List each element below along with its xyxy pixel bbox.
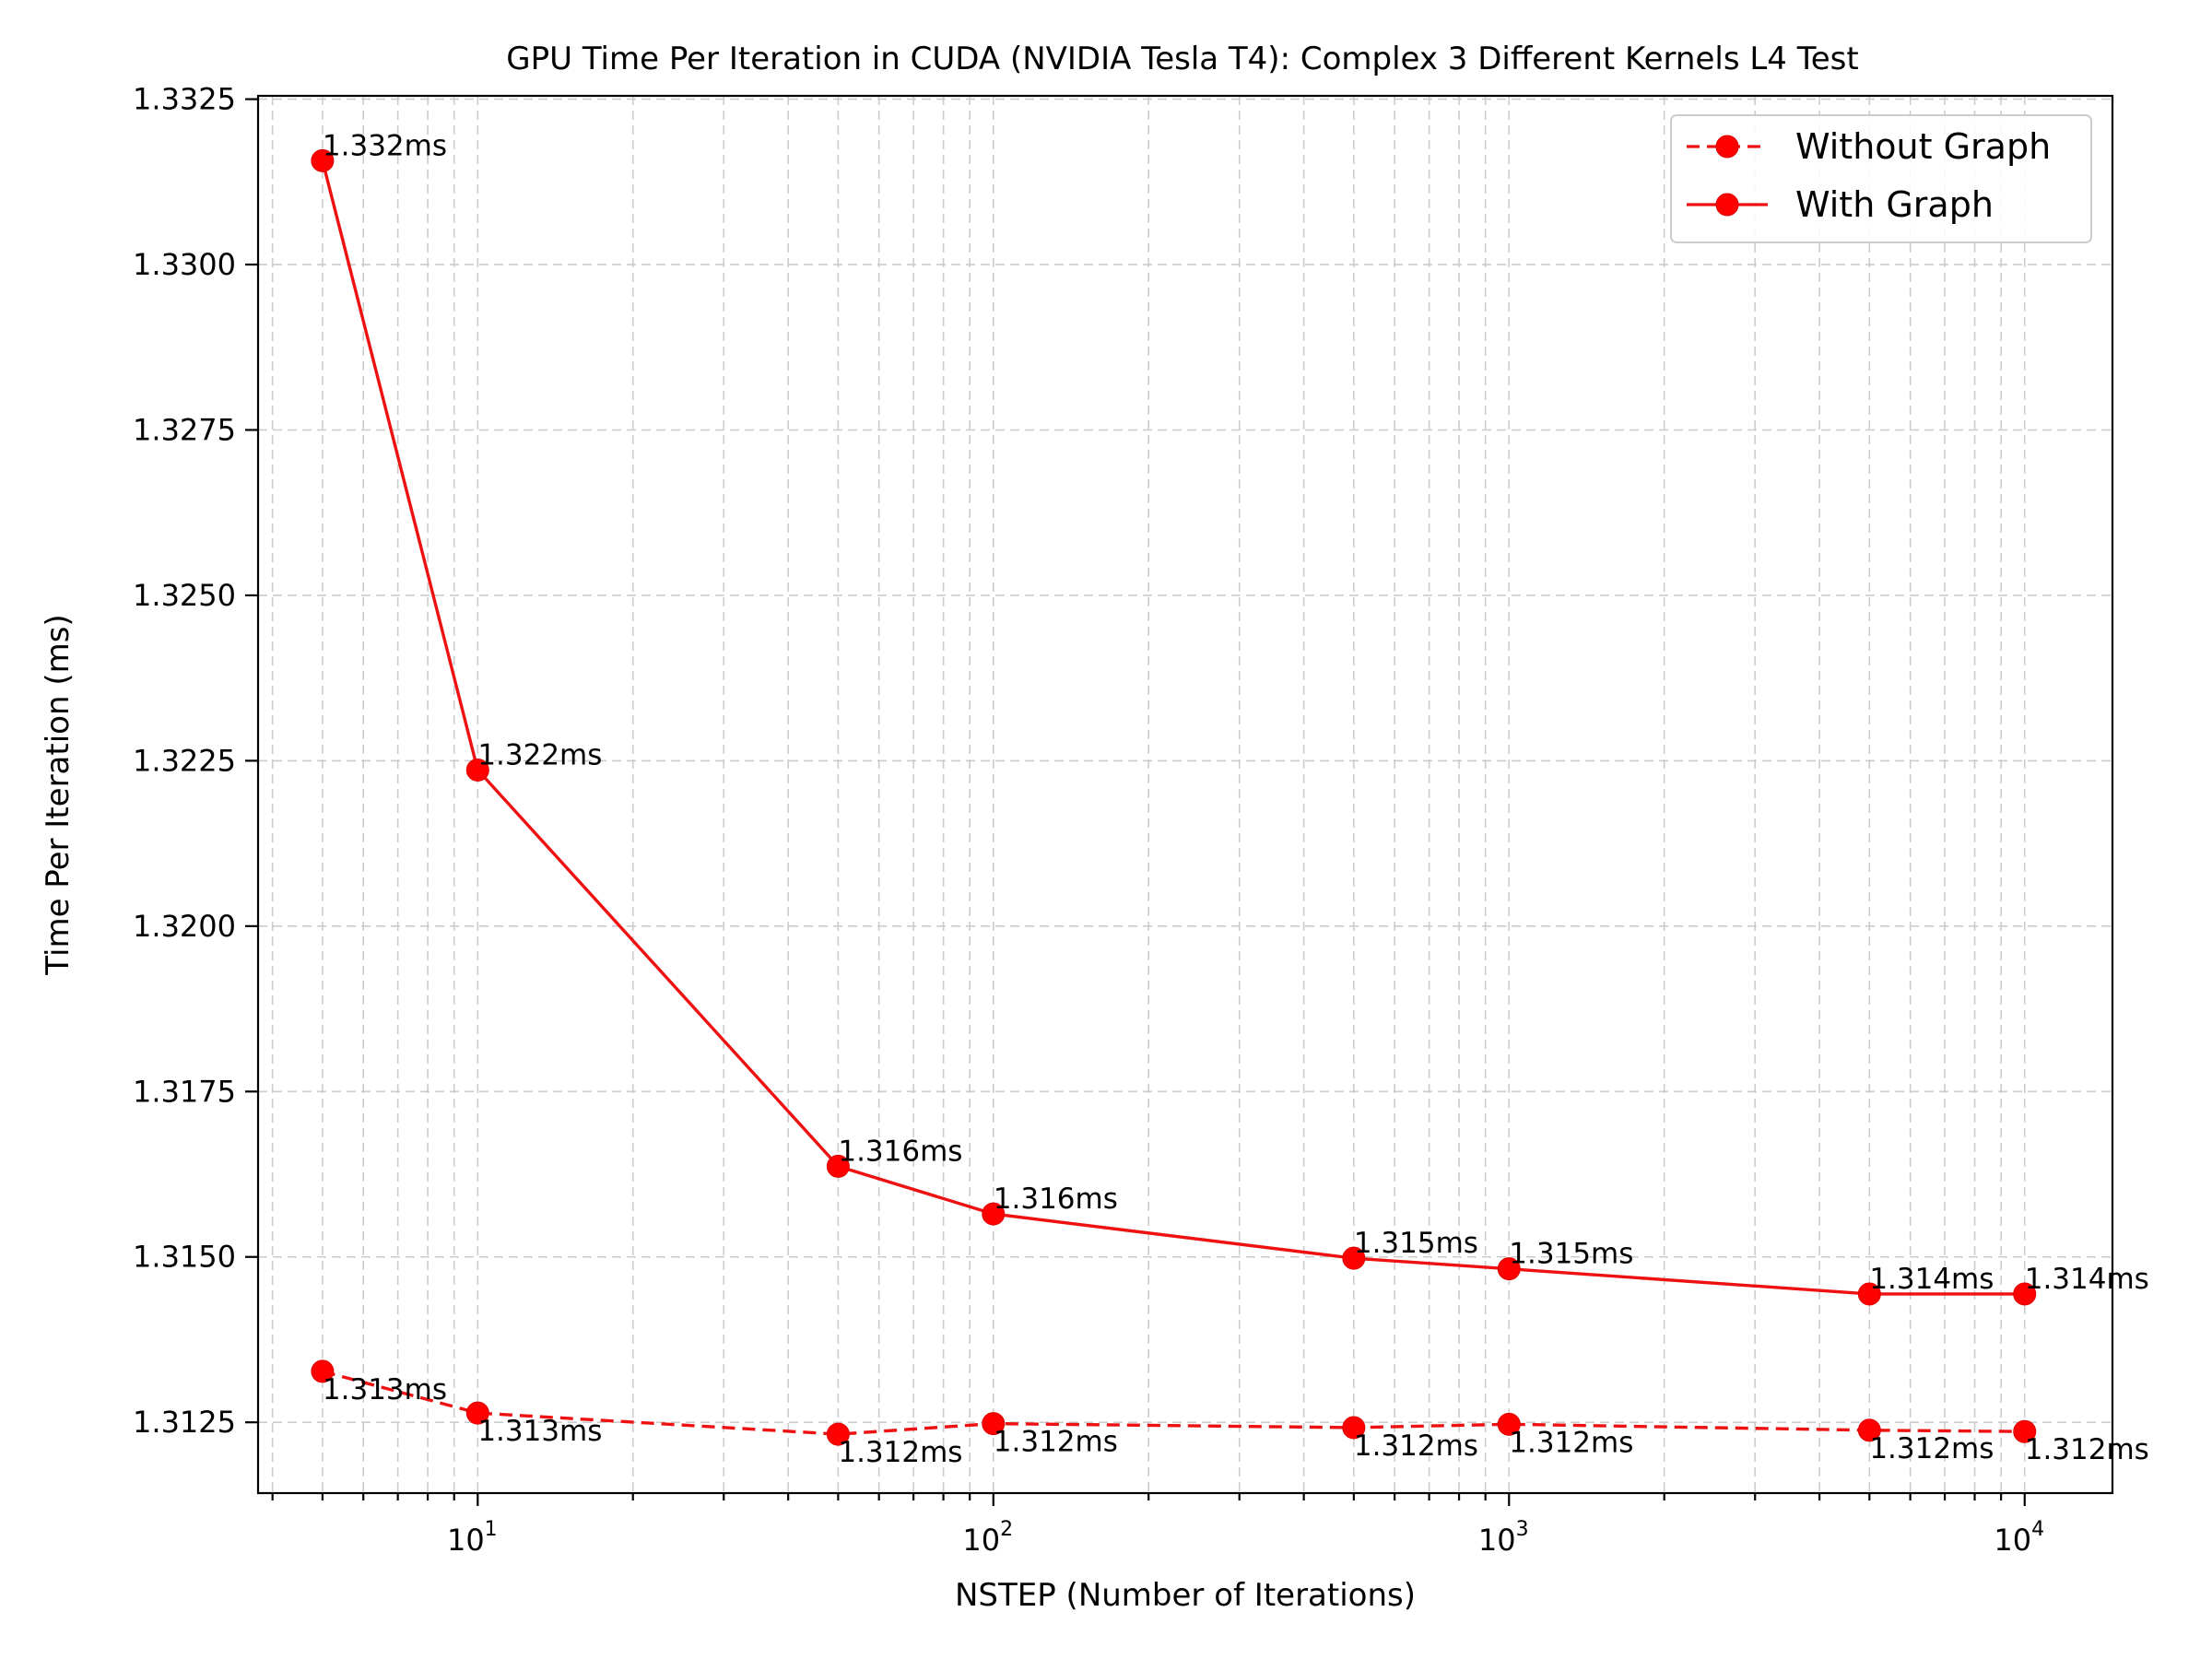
data-label-with-graph: 1.315ms [1509,1238,1633,1271]
data-label-with-graph: 1.314ms [2025,1263,2149,1296]
data-label-without-graph: 1.312ms [838,1436,962,1469]
data-label-with-graph: 1.316ms [994,1182,1118,1216]
data-label-without-graph: 1.312ms [2025,1433,2149,1466]
data-label-without-graph: 1.312ms [1354,1430,1478,1463]
data-point-without-graph [982,1412,1006,1436]
data-label-with-graph: 1.314ms [1869,1263,1994,1296]
data-point-without-graph [1342,1416,1366,1440]
x-tick-label: 101 [447,1518,498,1558]
series-lines [321,159,2025,1436]
y-tick-label: 1.3325 [133,82,236,117]
legend-marker-with-graph [1715,193,1739,217]
series-line-without-graph [322,1370,2025,1436]
data-point-without-graph [2013,1419,2037,1443]
data-point-with-graph [1497,1257,1521,1281]
data-label-without-graph: 1.313ms [477,1415,602,1448]
legend-marker-without-graph [1715,135,1739,159]
x-tick-label-exponent: 3 [1516,1518,1529,1541]
x-axis-label: NSTEP (Number of Iterations) [955,1577,1416,1614]
data-label-with-graph: 1.316ms [838,1135,962,1168]
legend-label-with-graph: With Graph [1795,184,1994,225]
x-tick-label-base: 10 [962,1523,1000,1558]
y-axis-ticks: 1.3125 1.3150 1.3175 1.3200 1.3225 1.3250 1.32… [133,82,258,1440]
x-tick-label: 104 [1994,1518,2044,1558]
x-tick-label-exponent: 2 [1000,1518,1013,1541]
y-tick-label: 1.3275 [133,412,236,447]
annotations: 1.313ms 1.313ms 1.312ms 1.312ms 1.312ms 1.312… [323,129,2149,1469]
y-tick-label: 1.3225 [133,743,236,778]
y-tick-label: 1.3250 [133,578,236,613]
y-tick-label: 1.3175 [133,1074,236,1109]
data-point-without-graph [1857,1418,1881,1442]
y-tick-label: 1.3200 [133,909,236,944]
x-tick-label-base: 10 [1994,1523,2031,1558]
data-label-with-graph: 1.315ms [1354,1227,1478,1260]
data-point-with-graph [311,148,335,172]
legend-box [1670,114,2092,243]
data-point-with-graph [982,1202,1006,1226]
data-point-with-graph [1857,1282,1881,1306]
data-point-without-graph [1497,1412,1521,1436]
data-label-without-graph: 1.313ms [323,1373,447,1406]
x-tick-label-exponent: 4 [2031,1518,2044,1541]
x-tick-label: 103 [1478,1518,1529,1558]
data-point-with-graph [1342,1246,1366,1270]
data-point-with-graph [465,758,489,782]
x-tick-label-exponent: 1 [485,1518,498,1541]
chart-title: GPU Time Per Iteration in CUDA (NVIDIA T… [506,41,1858,77]
data-point-without-graph [311,1359,335,1383]
data-point-with-graph [2013,1282,2037,1306]
series-line-with-graph [321,159,2025,1296]
x-tick-label-base: 10 [1478,1523,1516,1558]
y-tick-label: 1.3125 [133,1405,236,1440]
legend-label-without-graph: Without Graph [1795,126,2051,167]
data-label-without-graph: 1.312ms [1509,1426,1633,1459]
y-axis-label: Time Per Iteration (ms) [40,614,76,975]
grid [258,96,2112,1493]
data-label-with-graph: 1.322ms [477,738,602,771]
data-point-without-graph [465,1401,489,1425]
data-label-without-graph: 1.312ms [1869,1432,1994,1465]
x-tick-label: 102 [962,1518,1013,1558]
markers [311,148,2037,1446]
data-point-with-graph [826,1154,850,1178]
x-axis-ticks: 101 102 103 104 [271,1493,2044,1558]
data-label-without-graph: 1.312ms [994,1426,1118,1459]
x-tick-label-base: 10 [447,1523,485,1558]
y-tick-label: 1.3150 [133,1240,236,1275]
data-point-without-graph [826,1422,850,1446]
y-tick-label: 1.3300 [133,247,236,282]
axes-frame [256,94,2114,1495]
data-label-with-graph: 1.332ms [323,129,447,162]
legend: Without Graph With Graph [1670,114,2092,243]
